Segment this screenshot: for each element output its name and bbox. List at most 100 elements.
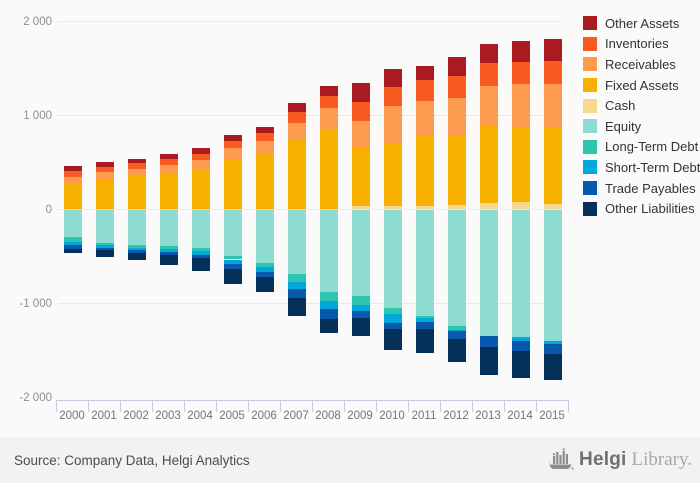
bar-segment[interactable] xyxy=(192,169,210,210)
bar-segment[interactable] xyxy=(224,269,242,284)
bar-segment[interactable] xyxy=(96,161,114,167)
bar-segment[interactable] xyxy=(416,209,434,316)
bar-segment[interactable] xyxy=(192,153,210,161)
bar-segment[interactable] xyxy=(288,123,306,140)
bar-segment[interactable] xyxy=(192,160,210,170)
bar-segment[interactable] xyxy=(192,248,210,252)
bar-segment[interactable] xyxy=(128,245,146,248)
bar-segment[interactable] xyxy=(416,135,434,207)
bar-segment[interactable] xyxy=(128,209,146,246)
bar-segment[interactable] xyxy=(480,63,498,86)
bar-segment[interactable] xyxy=(544,353,562,380)
bar-segment[interactable] xyxy=(128,247,146,251)
bar-segment[interactable] xyxy=(160,209,178,247)
legend-item-long-term-debt[interactable]: Long-Term Debt xyxy=(583,137,700,158)
bar-segment[interactable] xyxy=(384,209,402,308)
bar-segment[interactable] xyxy=(448,330,466,332)
bar-segment[interactable] xyxy=(448,339,466,363)
bar-segment[interactable] xyxy=(256,277,274,293)
bar-segment[interactable] xyxy=(256,272,274,278)
bar-segment[interactable] xyxy=(96,172,114,179)
bar-segment[interactable] xyxy=(512,336,530,342)
bar-segment[interactable] xyxy=(384,206,402,210)
bar-segment[interactable] xyxy=(256,263,274,268)
bar-segment[interactable] xyxy=(320,291,338,301)
bar-segment[interactable] xyxy=(128,158,146,164)
bar-segment[interactable] xyxy=(288,112,306,123)
bar-segment[interactable] xyxy=(96,178,114,210)
bar-segment[interactable] xyxy=(448,331,466,340)
legend-item-short-term-debt[interactable]: Short-Term Debt xyxy=(583,157,700,178)
helgi-library-logo[interactable]: Helgi Library. xyxy=(548,447,692,473)
bar-segment[interactable] xyxy=(384,86,402,106)
bar-segment[interactable] xyxy=(352,147,370,207)
bar-segment[interactable] xyxy=(448,76,466,99)
bar-segment[interactable] xyxy=(256,126,274,133)
bar-segment[interactable] xyxy=(448,56,466,77)
bar-segment[interactable] xyxy=(96,166,114,173)
bar-segment[interactable] xyxy=(512,40,530,62)
bar-segment[interactable] xyxy=(160,159,178,165)
bar-segment[interactable] xyxy=(64,241,82,246)
bar-segment[interactable] xyxy=(160,248,178,253)
bar-segment[interactable] xyxy=(288,281,306,290)
bar-segment[interactable] xyxy=(320,209,338,292)
bar-segment[interactable] xyxy=(352,120,370,148)
bar-segment[interactable] xyxy=(128,252,146,261)
legend-item-receivables[interactable]: Receivables xyxy=(583,54,700,75)
bar-segment[interactable] xyxy=(224,255,242,260)
bar-segment[interactable] xyxy=(352,209,370,296)
bar-segment[interactable] xyxy=(192,209,210,249)
bar-segment[interactable] xyxy=(384,143,402,207)
bar-segment[interactable] xyxy=(256,132,274,142)
legend-item-inventories[interactable]: Inventories xyxy=(583,34,700,55)
bar-segment[interactable] xyxy=(256,209,274,264)
legend-item-fixed-assets[interactable]: Fixed Assets xyxy=(583,75,700,96)
bar-segment[interactable] xyxy=(224,148,242,159)
bar-segment[interactable] xyxy=(320,85,338,97)
bar-segment[interactable] xyxy=(288,297,306,316)
bar-segment[interactable] xyxy=(416,318,434,323)
bar-segment[interactable] xyxy=(128,163,146,169)
legend-item-trade-payables[interactable]: Trade Payables xyxy=(583,178,700,199)
bar-segment[interactable] xyxy=(544,60,562,85)
bar-segment[interactable] xyxy=(512,84,530,127)
bar-segment[interactable] xyxy=(192,257,210,271)
bar-segment[interactable] xyxy=(416,328,434,354)
bar-segment[interactable] xyxy=(64,183,82,210)
bar-segment[interactable] xyxy=(544,343,562,354)
bar-segment[interactable] xyxy=(64,248,82,253)
bar-segment[interactable] xyxy=(416,322,434,329)
bar-segment[interactable] xyxy=(544,209,562,342)
bar-segment[interactable] xyxy=(160,246,178,249)
bar-segment[interactable] xyxy=(512,126,530,202)
bar-segment[interactable] xyxy=(480,43,498,64)
bar-segment[interactable] xyxy=(64,245,82,249)
bar-segment[interactable] xyxy=(256,154,274,210)
bar-segment[interactable] xyxy=(512,209,530,337)
bar-segment[interactable] xyxy=(416,206,434,210)
bar-segment[interactable] xyxy=(96,250,114,258)
bar-segment[interactable] xyxy=(160,164,178,173)
bar-segment[interactable] xyxy=(160,252,178,256)
bar-segment[interactable] xyxy=(448,326,466,331)
bar-segment[interactable] xyxy=(128,250,146,253)
bar-segment[interactable] xyxy=(96,245,114,248)
bar-segment[interactable] xyxy=(96,242,114,246)
bar-segment[interactable] xyxy=(64,209,82,238)
bar-segment[interactable] xyxy=(480,85,498,127)
bar-segment[interactable] xyxy=(96,209,114,243)
bar-segment[interactable] xyxy=(352,83,370,102)
bar-segment[interactable] xyxy=(352,318,370,336)
bar-segment[interactable] xyxy=(288,209,306,274)
bar-segment[interactable] xyxy=(320,96,338,108)
bar-segment[interactable] xyxy=(224,135,242,141)
bar-segment[interactable] xyxy=(288,139,306,210)
bar-segment[interactable] xyxy=(256,141,274,155)
bar-segment[interactable] xyxy=(224,158,242,210)
bar-segment[interactable] xyxy=(480,347,498,376)
bar-segment[interactable] xyxy=(384,68,402,87)
bar-segment[interactable] xyxy=(384,307,402,315)
bar-segment[interactable] xyxy=(544,204,562,210)
legend-item-other-liabilities[interactable]: Other Liabilities xyxy=(583,198,700,219)
